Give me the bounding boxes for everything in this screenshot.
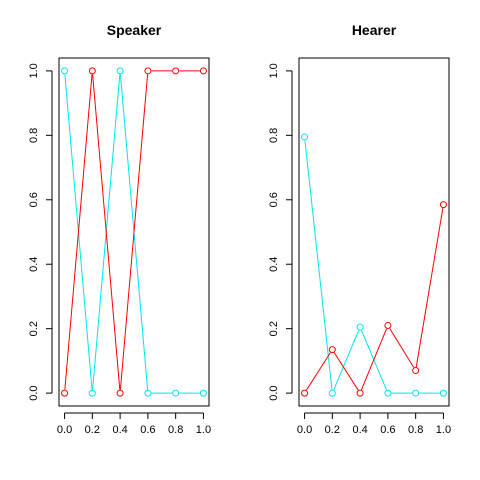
speaker-series-1 bbox=[61, 67, 207, 397]
speaker-series-1-segment bbox=[64, 74, 93, 390]
speaker-series-0-point bbox=[116, 67, 124, 75]
hearer-axes: 0.0 0.2 0.4 0.6 0.8 1.0 0.0 0.2 0.4 0.6 0.8 1.0 bbox=[268, 63, 451, 436]
hearer-series-1-point bbox=[439, 201, 447, 209]
speaker-series-1-point bbox=[199, 67, 207, 75]
hearer-series-0-point bbox=[328, 389, 336, 397]
hearer-series-1-point bbox=[356, 389, 364, 397]
hearer-title: Hearer bbox=[352, 22, 397, 38]
speaker-y-tick-label: 0.4 bbox=[28, 257, 40, 272]
hearer-plot-frame bbox=[298, 57, 450, 407]
hearer-x-tick-label: 0.8 bbox=[408, 424, 423, 436]
hearer-series-0-point bbox=[301, 133, 309, 141]
speaker-series-1-segment bbox=[92, 74, 121, 390]
hearer-series-0-point bbox=[439, 389, 447, 397]
speaker-series-1-point bbox=[116, 389, 124, 397]
speaker-title: Speaker bbox=[107, 22, 162, 38]
hearer-series-1-point bbox=[301, 389, 309, 397]
hearer-panel: Hearer 0.0 0.2 0.4 0.6 0.8 1.0 0.0 0.2 0.4 0.6 0.8… bbox=[268, 22, 451, 436]
hearer-y-tick-label: 0.8 bbox=[268, 128, 280, 143]
speaker-y-tick-label: 0.2 bbox=[28, 321, 40, 336]
speaker-plot-frame bbox=[58, 57, 210, 407]
speaker-x-tick-label: 0.4 bbox=[112, 424, 127, 436]
speaker-series-1-point bbox=[88, 67, 96, 75]
hearer-y-tick-label: 0.6 bbox=[268, 192, 280, 207]
hearer-series-1-segment bbox=[333, 352, 359, 391]
hearer-y-tick-label: 1.0 bbox=[268, 63, 280, 78]
speaker-series-1-segment bbox=[119, 74, 149, 390]
speaker-y-tick-label: 0.6 bbox=[28, 192, 40, 207]
hearer-x-tick-label: 0.6 bbox=[380, 424, 395, 436]
speaker-x-tick-label: 0.2 bbox=[85, 424, 100, 436]
hearer-series-1-segment bbox=[389, 328, 415, 368]
speaker-series-0-point bbox=[88, 389, 96, 397]
speaker-y-tick-label: 0.0 bbox=[28, 385, 40, 400]
hearer-series-0 bbox=[301, 133, 447, 397]
speaker-series-1-point bbox=[172, 67, 180, 75]
hearer-series-1-point bbox=[384, 321, 392, 329]
speaker-series-0-point bbox=[199, 389, 207, 397]
speaker-series-1-point bbox=[61, 389, 69, 397]
hearer-series-1-segment bbox=[306, 352, 331, 391]
speaker-x-tick-label: 0.6 bbox=[140, 424, 155, 436]
speaker-series-1-point bbox=[144, 67, 152, 75]
hearer-x-axis: 0.0 0.2 0.4 0.6 0.8 1.0 bbox=[297, 412, 451, 436]
speaker-axes: 0.0 0.2 0.4 0.6 0.8 1.0 0.0 0.2 0.4 0.6 0.8 1.0 bbox=[28, 63, 211, 436]
hearer-y-tick-label: 0.0 bbox=[268, 385, 280, 400]
speaker-x-tick-label: 0.8 bbox=[168, 424, 183, 436]
hearer-x-tick-label: 1.0 bbox=[436, 424, 451, 436]
hearer-series-1-segment bbox=[361, 328, 387, 390]
hearer-y-tick-label: 0.4 bbox=[268, 257, 280, 272]
speaker-series-0-point bbox=[61, 67, 69, 75]
hearer-series-1 bbox=[301, 201, 447, 397]
hearer-series-0-segment bbox=[304, 140, 333, 390]
speaker-series bbox=[61, 67, 207, 397]
speaker-x-axis: 0.0 0.2 0.4 0.6 0.8 1.0 bbox=[57, 412, 211, 436]
hearer-y-axis: 0.0 0.2 0.4 0.6 0.8 1.0 bbox=[268, 63, 293, 401]
hearer-series-0-point bbox=[384, 389, 392, 397]
hearer-x-tick-label: 0.0 bbox=[297, 424, 312, 436]
hearer-series bbox=[301, 133, 447, 397]
speaker-y-tick-label: 0.8 bbox=[28, 128, 40, 143]
hearer-series-0-point bbox=[356, 323, 364, 331]
speaker-x-tick-label: 1.0 bbox=[196, 424, 211, 436]
speaker-panel: Speaker 0.0 0.2 0.4 0.6 0.8 1.00.00.20.40.60.… bbox=[28, 22, 211, 436]
speaker-series-0-point bbox=[144, 389, 152, 397]
speaker-series-0-point bbox=[172, 389, 180, 397]
speaker-x-tick-label: 0.0 bbox=[57, 424, 72, 436]
hearer-series-1-segment bbox=[415, 208, 444, 368]
hearer-y-tick-label: 0.2 bbox=[268, 321, 280, 336]
hearer-series-1-point bbox=[328, 346, 336, 354]
speaker-y-tick-label: 1.0 bbox=[28, 63, 40, 78]
hearer-x-tick-label: 0.2 bbox=[325, 424, 340, 436]
speaker-y-axis: 0.0 0.2 0.4 0.6 0.8 1.0 bbox=[28, 63, 53, 401]
hearer-x-tick-label: 0.4 bbox=[352, 424, 367, 436]
hearer-series-1-point bbox=[412, 367, 420, 375]
hearer-series-0-point bbox=[412, 389, 420, 397]
hearer-series-0-segment bbox=[333, 330, 360, 390]
